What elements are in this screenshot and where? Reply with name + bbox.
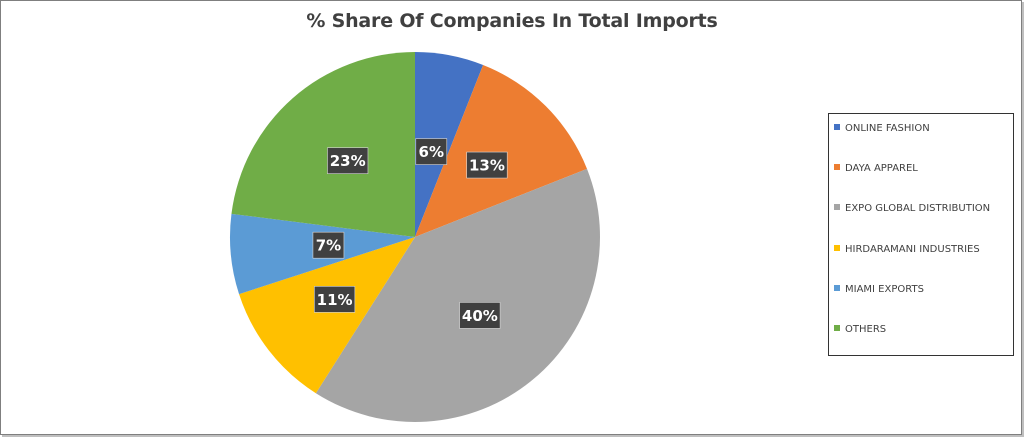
data-label-hirdaramani-industries: 11%	[314, 286, 356, 313]
svg-text:7%: 7%	[316, 237, 341, 255]
data-label-daya-apparel: 13%	[466, 151, 508, 179]
pie-slice-daya-apparel	[415, 64, 588, 237]
data-label-expo-global-distribution: 40%	[459, 302, 501, 329]
legend-label: DAYA APPAREL	[845, 163, 918, 175]
data-label-online-fashion: 6%	[415, 138, 448, 165]
legend-item-miami-exports: MIAMI EXPORTS	[834, 283, 924, 297]
legend-swatch	[834, 284, 840, 291]
data-label-miami-exports: 7%	[312, 231, 345, 259]
pie-slice-online-fashion	[415, 52, 484, 237]
legend-swatch	[834, 124, 840, 130]
legend: ONLINE FASHION DAYA APPAREL EXPO GLOBAL DI…	[828, 113, 1014, 356]
legend-swatch	[834, 244, 840, 251]
legend-swatch	[834, 164, 840, 171]
legend-swatch	[834, 325, 840, 331]
pie-slice-hirdaramani-industries	[239, 237, 415, 394]
legend-label: OTHERS	[845, 324, 887, 335]
legend-label: EXPO GLOBAL DISTRIBUTION	[845, 203, 991, 215]
svg-text:23%: 23%	[330, 152, 366, 170]
legend-swatch	[834, 204, 840, 211]
chart-title: % Share Of Companies In Total Imports	[306, 10, 718, 32]
legend-label: ONLINE FASHION	[845, 123, 930, 134]
svg-text:11%: 11%	[317, 291, 353, 309]
legend-label: MIAMI EXPORTS	[845, 283, 924, 295]
data-label-others: 23%	[327, 147, 369, 174]
legend-item-hirdaramani-industries: HIRDARAMANI INDUSTRIES	[834, 243, 980, 257]
pie-slice-others	[231, 52, 415, 237]
legend-item-others: OTHERS	[834, 323, 886, 337]
svg-text:6%: 6%	[419, 143, 444, 161]
legend-item-online-fashion: ONLINE FASHION	[834, 122, 930, 136]
svg-text:13%: 13%	[469, 157, 505, 175]
legend-item-daya-apparel: DAYA APPAREL	[834, 162, 918, 176]
svg-text:40%: 40%	[462, 307, 498, 325]
legend-label: HIRDARAMANI INDUSTRIES	[845, 243, 980, 255]
legend-item-expo-global-distribution: EXPO GLOBAL DISTRIBUTION	[834, 202, 990, 216]
pie-slice-expo-global-distribution	[315, 168, 600, 422]
